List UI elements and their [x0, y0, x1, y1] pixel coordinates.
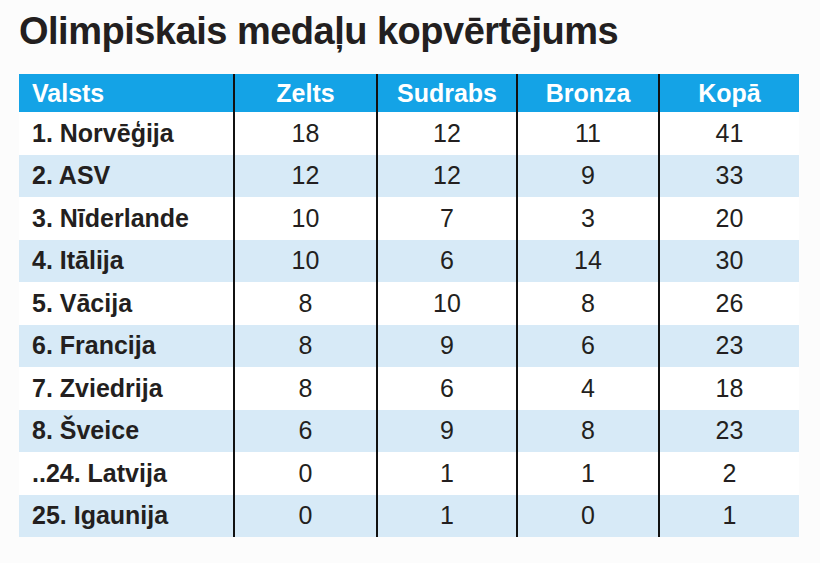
bronze-cell: 8: [517, 410, 659, 453]
total-cell: 41: [659, 112, 799, 155]
table-header-row: Valsts Zelts Sudrabs Bronza Kopā: [19, 74, 799, 112]
country-cell: 1. Norvēģija: [19, 112, 234, 155]
gold-cell: 12: [234, 155, 377, 198]
table-row: 4. Itālija 10 6 14 30: [19, 240, 799, 283]
table-row: ..24. Latvija 0 1 1 2: [19, 452, 799, 495]
country-cell: 25. Igaunija: [19, 495, 234, 538]
silver-cell: 7: [377, 197, 517, 240]
gold-cell: 10: [234, 240, 377, 283]
bronze-cell: 0: [517, 495, 659, 538]
country-cell: 2. ASV: [19, 155, 234, 198]
total-cell: 23: [659, 410, 799, 453]
table-row: 8. Šveice 6 9 8 23: [19, 410, 799, 453]
gold-cell: 18: [234, 112, 377, 155]
gold-cell: 8: [234, 325, 377, 368]
gold-cell: 8: [234, 367, 377, 410]
silver-cell: 12: [377, 112, 517, 155]
bronze-cell: 4: [517, 367, 659, 410]
country-cell: 5. Vācija: [19, 282, 234, 325]
table-row: 1. Norvēģija 18 12 11 41: [19, 112, 799, 155]
silver-cell: 1: [377, 452, 517, 495]
total-cell: 2: [659, 452, 799, 495]
total-cell: 18: [659, 367, 799, 410]
country-cell: 4. Itālija: [19, 240, 234, 283]
gold-cell: 8: [234, 282, 377, 325]
medal-table: Valsts Zelts Sudrabs Bronza Kopā 1. Norv…: [19, 74, 799, 537]
gold-cell: 10: [234, 197, 377, 240]
bronze-cell: 3: [517, 197, 659, 240]
table-row: 7. Zviedrija 8 6 4 18: [19, 367, 799, 410]
column-header-gold: Zelts: [234, 74, 377, 112]
country-cell: 7. Zviedrija: [19, 367, 234, 410]
table-row: 25. Igaunija 0 1 0 1: [19, 495, 799, 538]
silver-cell: 9: [377, 410, 517, 453]
bronze-cell: 14: [517, 240, 659, 283]
total-cell: 30: [659, 240, 799, 283]
country-cell: ..24. Latvija: [19, 452, 234, 495]
bronze-cell: 1: [517, 452, 659, 495]
total-cell: 23: [659, 325, 799, 368]
silver-cell: 6: [377, 240, 517, 283]
gold-cell: 0: [234, 452, 377, 495]
table-row: 2. ASV 12 12 9 33: [19, 155, 799, 198]
silver-cell: 6: [377, 367, 517, 410]
total-cell: 1: [659, 495, 799, 538]
total-cell: 33: [659, 155, 799, 198]
bronze-cell: 8: [517, 282, 659, 325]
total-cell: 20: [659, 197, 799, 240]
silver-cell: 10: [377, 282, 517, 325]
table-row: 3. Nīderlande 10 7 3 20: [19, 197, 799, 240]
gold-cell: 0: [234, 495, 377, 538]
silver-cell: 12: [377, 155, 517, 198]
country-cell: 8. Šveice: [19, 410, 234, 453]
column-header-bronze: Bronza: [517, 74, 659, 112]
silver-cell: 9: [377, 325, 517, 368]
page-title: Olimpiskais medaļu kopvērtējums: [19, 10, 618, 53]
silver-cell: 1: [377, 495, 517, 538]
bronze-cell: 9: [517, 155, 659, 198]
table-row: 5. Vācija 8 10 8 26: [19, 282, 799, 325]
country-cell: 6. Francija: [19, 325, 234, 368]
gold-cell: 6: [234, 410, 377, 453]
country-cell: 3. Nīderlande: [19, 197, 234, 240]
medal-standings-page: Olimpiskais medaļu kopvērtējums Valsts Z…: [0, 0, 820, 563]
column-header-silver: Sudrabs: [377, 74, 517, 112]
bronze-cell: 6: [517, 325, 659, 368]
table-row: 6. Francija 8 9 6 23: [19, 325, 799, 368]
bronze-cell: 11: [517, 112, 659, 155]
column-header-total: Kopā: [659, 74, 799, 112]
total-cell: 26: [659, 282, 799, 325]
column-header-country: Valsts: [19, 74, 234, 112]
